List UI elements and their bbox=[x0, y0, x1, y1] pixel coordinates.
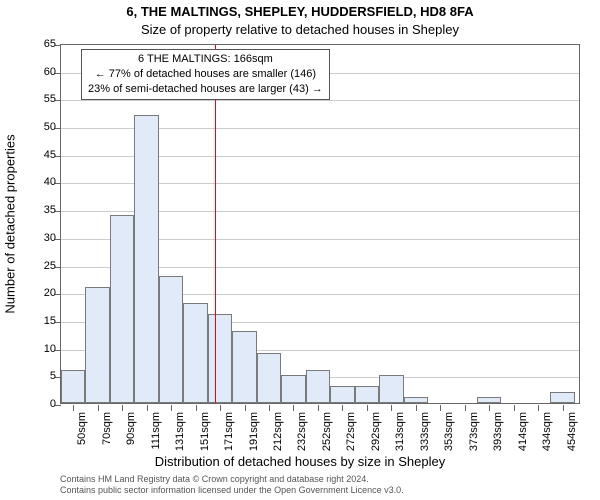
xtick-label: 90sqm bbox=[125, 412, 137, 445]
xtick-label: 70sqm bbox=[101, 412, 113, 445]
xtick bbox=[342, 405, 343, 411]
xtick-label: 232sqm bbox=[296, 412, 308, 451]
xtick bbox=[367, 405, 368, 411]
footer-line-1: Contains HM Land Registry data © Crown c… bbox=[60, 474, 580, 485]
xtick bbox=[391, 405, 392, 411]
xtick bbox=[563, 405, 564, 411]
histogram-bar bbox=[85, 287, 109, 403]
ytick-label: 40 bbox=[26, 176, 56, 188]
xtick bbox=[171, 405, 172, 411]
xtick-label: 353sqm bbox=[443, 412, 455, 451]
xtick bbox=[440, 405, 441, 411]
histogram-bar bbox=[330, 386, 354, 403]
xtick-label: 252sqm bbox=[321, 412, 333, 451]
xtick bbox=[514, 405, 515, 411]
xtick bbox=[147, 405, 148, 411]
xtick bbox=[416, 405, 417, 411]
xtick-label: 434sqm bbox=[541, 412, 553, 451]
xtick-label: 151sqm bbox=[199, 412, 211, 451]
xtick-label: 454sqm bbox=[566, 412, 578, 451]
ytick-label: 30 bbox=[26, 232, 56, 244]
ytick-label: 50 bbox=[26, 121, 56, 133]
xtick-label: 292sqm bbox=[370, 412, 382, 451]
xtick-label: 50sqm bbox=[76, 412, 88, 445]
xtick bbox=[98, 405, 99, 411]
ytick-label: 25 bbox=[26, 260, 56, 272]
xtick-label: 111sqm bbox=[150, 412, 162, 450]
ytick-label: 0 bbox=[26, 398, 56, 410]
plot-area: 6 THE MALTINGS: 166sqm ← 77% of detached… bbox=[60, 44, 580, 404]
histogram-bar bbox=[208, 314, 232, 403]
reference-annotation-box: 6 THE MALTINGS: 166sqm ← 77% of detached… bbox=[81, 49, 330, 100]
annot-line-1: 6 THE MALTINGS: 166sqm bbox=[88, 52, 323, 67]
xtick bbox=[245, 405, 246, 411]
xtick-label: 171sqm bbox=[223, 412, 235, 451]
histogram-bar bbox=[306, 370, 330, 403]
annot-line-2: ← 77% of detached houses are smaller (14… bbox=[88, 67, 323, 82]
xtick bbox=[318, 405, 319, 411]
xtick-label: 212sqm bbox=[272, 412, 284, 451]
chart-container: 6, THE MALTINGS, SHEPLEY, HUDDERSFIELD, … bbox=[0, 0, 600, 500]
xtick bbox=[465, 405, 466, 411]
xtick-label: 191sqm bbox=[248, 412, 260, 451]
ytick-label: 15 bbox=[26, 315, 56, 327]
footer-attribution: Contains HM Land Registry data © Crown c… bbox=[60, 474, 580, 496]
xtick-label: 373sqm bbox=[468, 412, 480, 451]
xtick-label: 333sqm bbox=[419, 412, 431, 451]
ytick-label: 5 bbox=[26, 370, 56, 382]
histogram-bar bbox=[281, 375, 305, 403]
histogram-bar bbox=[550, 392, 574, 403]
y-axis-label: Number of detached properties bbox=[3, 134, 18, 313]
xtick bbox=[122, 405, 123, 411]
xtick bbox=[73, 405, 74, 411]
footer-line-2: Contains public sector information licen… bbox=[60, 485, 580, 496]
histogram-bar bbox=[355, 386, 379, 403]
histogram-bar bbox=[159, 276, 183, 403]
title-sub: Size of property relative to detached ho… bbox=[0, 22, 600, 37]
ytick-label: 10 bbox=[26, 343, 56, 355]
xtick bbox=[269, 405, 270, 411]
annot-line-3: 23% of semi-detached houses are larger (… bbox=[88, 82, 323, 97]
histogram-bar bbox=[110, 215, 134, 403]
title-main: 6, THE MALTINGS, SHEPLEY, HUDDERSFIELD, … bbox=[0, 4, 600, 19]
xtick-label: 393sqm bbox=[492, 412, 504, 451]
ytick-label: 45 bbox=[26, 149, 56, 161]
xtick bbox=[489, 405, 490, 411]
histogram-bar bbox=[404, 397, 428, 403]
histogram-bar bbox=[183, 303, 207, 403]
xtick-label: 131sqm bbox=[174, 412, 186, 451]
xtick bbox=[196, 405, 197, 411]
ytick-label: 20 bbox=[26, 287, 56, 299]
histogram-bar bbox=[134, 115, 158, 403]
xtick bbox=[293, 405, 294, 411]
ytick-label: 65 bbox=[26, 38, 56, 50]
histogram-bar bbox=[477, 397, 501, 403]
xtick bbox=[220, 405, 221, 411]
gridline bbox=[61, 100, 579, 101]
histogram-bar bbox=[379, 375, 403, 403]
xtick-label: 272sqm bbox=[345, 412, 357, 451]
xtick-label: 313sqm bbox=[394, 412, 406, 451]
xtick-label: 414sqm bbox=[517, 412, 529, 451]
x-axis-label: Distribution of detached houses by size … bbox=[0, 454, 600, 469]
ytick-label: 60 bbox=[26, 66, 56, 78]
histogram-bar bbox=[232, 331, 256, 403]
ytick-label: 35 bbox=[26, 204, 56, 216]
histogram-bar bbox=[257, 353, 281, 403]
xtick bbox=[538, 405, 539, 411]
histogram-bar bbox=[61, 370, 85, 403]
ytick-label: 55 bbox=[26, 93, 56, 105]
